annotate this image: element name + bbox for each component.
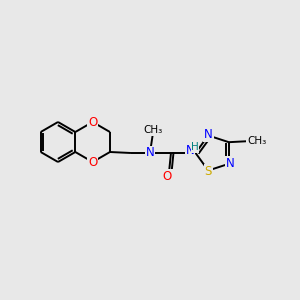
Text: CH₃: CH₃ xyxy=(143,125,163,135)
Text: N: N xyxy=(204,128,213,141)
Text: N: N xyxy=(186,145,194,158)
Text: N: N xyxy=(226,157,234,170)
Text: N: N xyxy=(146,146,154,160)
Text: CH₃: CH₃ xyxy=(247,136,266,146)
Text: O: O xyxy=(88,155,97,169)
Text: O: O xyxy=(162,169,172,182)
Text: S: S xyxy=(205,165,212,178)
Text: O: O xyxy=(88,116,97,128)
Text: H: H xyxy=(191,142,199,152)
